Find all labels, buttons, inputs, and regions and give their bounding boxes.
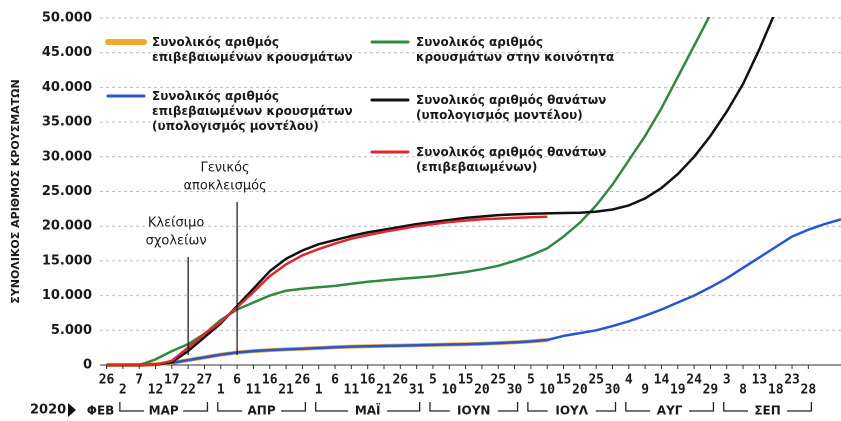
x-tick-label: 12 (148, 383, 164, 398)
month-label: ΣΕΠ (754, 404, 780, 418)
x-tick-label: 7 (135, 373, 143, 388)
overlay: 0 5.000 10.000 15.000 20.000 25.000 30.000 35.0… (9, 11, 816, 418)
legend-label: Συνολικός αριθμός κρουσμάτων στην κοινότη… (416, 35, 614, 64)
x-tick-label: 3 (723, 373, 731, 388)
month-label: ΦΕΒ (87, 404, 115, 418)
annotation-text: αποκλεισμός (183, 179, 266, 194)
month-bracket (315, 402, 421, 412)
y-tick-label: 15.000 (42, 253, 92, 268)
x-tick-label: 26 (99, 373, 115, 388)
y-tick-label: 30.000 (42, 149, 92, 164)
month-bracket (429, 402, 519, 412)
x-tick-label: 5 (527, 373, 535, 388)
month-bracket (723, 402, 813, 412)
year-arrow (68, 403, 76, 417)
y-tick-label: 20.000 (42, 219, 92, 234)
series-line (106, 17, 775, 367)
x-tick-label: 24 (686, 373, 702, 388)
year-label: 2020 (30, 403, 66, 418)
y-tick-label: 25.000 (42, 184, 92, 199)
x-tick-label: 22 (180, 383, 196, 398)
legend-label: Συνολικός αριθμός θανάτων (επιβεβαιωμένων… (416, 145, 606, 174)
x-tick-label: 15 (556, 373, 572, 388)
annotation-text: Κλείσιμο (148, 216, 205, 231)
x-tick-label: 23 (784, 373, 800, 388)
y-tick-label: 40.000 (42, 80, 92, 95)
legend-label: Συνολικός αριθμός επιβεβαιωμένων κρουσμάτ… (152, 89, 353, 133)
y-tick-label: 35.000 (42, 115, 92, 130)
x-tick-label: 6 (331, 373, 339, 388)
x-tick-label: 15 (458, 373, 474, 388)
x-tick-label: 31 (409, 383, 425, 398)
x-tick-label: 21 (376, 383, 392, 398)
x-tick-label: 1 (315, 383, 323, 398)
x-tick-label: 16 (360, 373, 376, 388)
x-tick-label: 4 (625, 373, 633, 388)
x-tick-label: 19 (670, 383, 686, 398)
series-line (106, 215, 548, 367)
legend-label: Συνολικός αριθμός επιβεβαιωμένων κρουσμάτ… (152, 35, 353, 64)
x-tick-label: 5 (429, 373, 437, 388)
x-tick-label: 26 (295, 373, 311, 388)
y-tick-label: 50.000 (42, 11, 92, 26)
x-tick-label: 25 (588, 373, 604, 388)
x-tick-label: 6 (233, 373, 241, 388)
x-tick-label: 9 (641, 383, 649, 398)
plot-area (106, 17, 841, 367)
grid (100, 17, 841, 366)
month-label: ΙΟΥΝ (457, 404, 490, 418)
x-tick-label: 17 (164, 373, 180, 388)
month-bracket (527, 402, 617, 412)
x-tick-label: 20 (572, 383, 588, 398)
month-bracket (119, 402, 209, 412)
y-tick-label: 45.000 (42, 45, 92, 60)
x-tick-label: 11 (344, 383, 360, 398)
y-tick-label: 0 (83, 358, 92, 373)
legend-label: Συνολικός αριθμός θανάτων (υπολογισμός μο… (416, 93, 606, 122)
series-line (106, 218, 841, 367)
x-tick-label: 2 (119, 383, 127, 398)
x-tick-label: 29 (703, 383, 719, 398)
x-tick-label: 30 (605, 383, 621, 398)
x-tick-label: 30 (507, 383, 523, 398)
month-label: ΜΑΪ (355, 403, 381, 418)
y-tick-label: 5.000 (51, 323, 92, 338)
x-tick-label: 27 (197, 373, 213, 388)
y-tick-label: 10.000 (42, 288, 92, 303)
y-axis-label: ΣΥΝΟΛΙΚΟΣ ΑΡΙΘΜΟΣ ΚΡΟΥΣΜΑΤΩΝ (9, 79, 22, 303)
x-tick-label: 11 (246, 383, 262, 398)
month-label: ΑΠΡ (248, 404, 276, 418)
x-tick-label: 20 (474, 383, 490, 398)
x-tick-label: 28 (801, 383, 817, 398)
x-tick-label: 21 (278, 383, 294, 398)
annotation-text: Γενικός (201, 161, 250, 176)
x-tick-label: 16 (262, 373, 278, 388)
month-label: ΑΥΓ (657, 404, 683, 418)
x-tick-label: 13 (752, 373, 768, 388)
x-tick-label: 8 (739, 383, 747, 398)
month-label: ΜΑΡ (149, 404, 179, 418)
x-tick-label: 18 (768, 383, 784, 398)
x-tick-label: 10 (539, 383, 555, 398)
x-tick-label: 10 (441, 383, 457, 398)
x-tick-label: 14 (654, 373, 670, 388)
x-tick-label: 1 (217, 383, 225, 398)
month-label: ΙΟΥΛ (555, 404, 588, 418)
month-bracket (217, 402, 307, 412)
x-tick-label: 25 (490, 373, 506, 388)
annotation-text: σχολείων (146, 234, 207, 249)
month-bracket (625, 402, 715, 412)
x-tick-label: 26 (392, 373, 408, 388)
